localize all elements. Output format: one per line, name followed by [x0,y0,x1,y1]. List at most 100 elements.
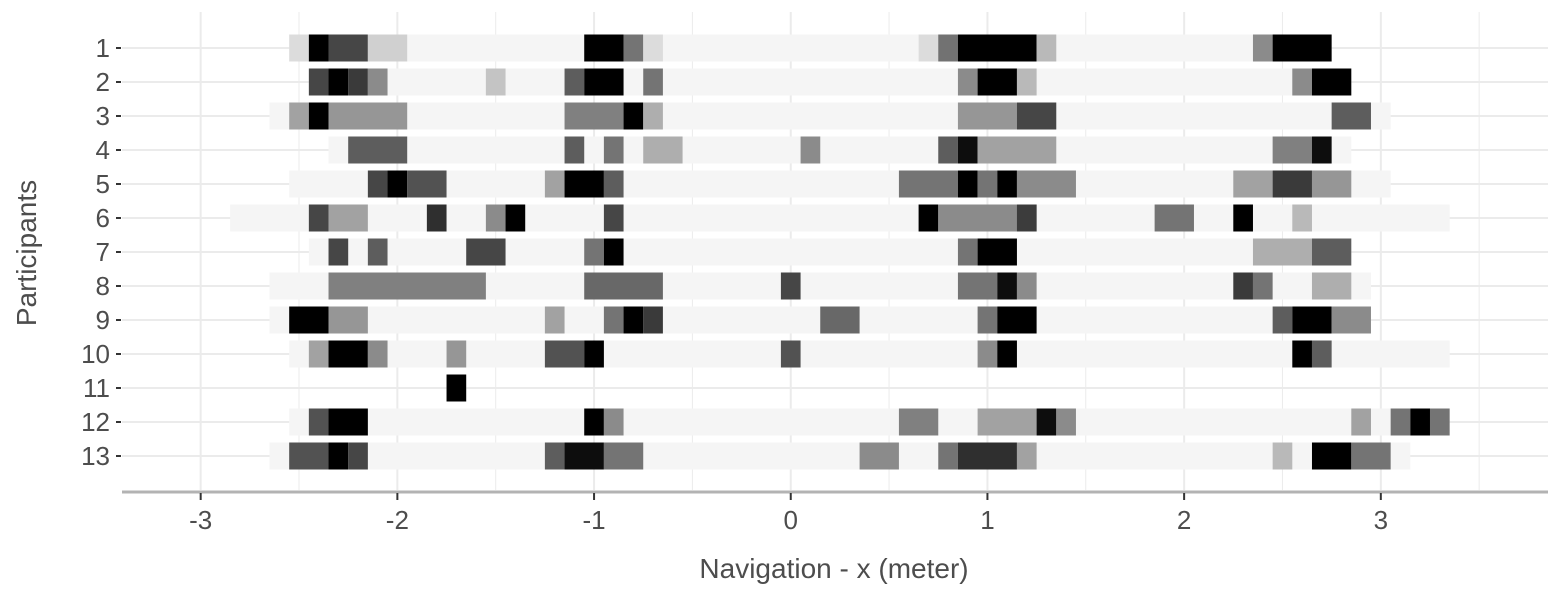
heat-cell [820,306,860,334]
heat-cell [938,442,958,470]
heat-cell [328,34,368,62]
heat-cell [957,34,1037,62]
heat-cell [584,238,604,266]
heat-cell [367,68,388,96]
heat-cell [544,340,585,368]
heat-cell [957,442,1017,470]
y-tick-label: 7 [96,237,110,267]
heat-cell [1331,306,1371,334]
heat-cell [623,306,644,334]
heat-cell [446,374,467,402]
heat-cell [584,272,663,300]
heat-cell [1036,408,1057,436]
heat-cell [328,306,368,334]
x-tick-label: -2 [386,505,409,535]
heat-cell [348,442,368,470]
participant-row-12 [289,408,1450,436]
heat-cell [584,34,624,62]
heat-cell [643,306,663,334]
heat-cell [328,238,349,266]
heat-cell [1252,238,1312,266]
heat-cell [564,442,604,470]
heat-cell [328,340,368,368]
heat-cell [407,170,447,198]
heat-cell [426,204,447,232]
heat-cell [603,238,624,266]
heat-cell [1331,102,1371,130]
participant-row-1 [289,34,1332,62]
heat-cell [1016,102,1057,130]
heat-cell [938,136,958,164]
heat-cell [544,306,565,334]
heat-cell [367,238,388,266]
heat-cell [623,34,644,62]
heat-cell [328,272,486,300]
heat-cell [348,136,408,164]
heat-cell [289,34,309,62]
row-extent-band [308,68,1352,96]
heat-cell [1292,306,1332,334]
y-tick-label: 12 [81,407,110,437]
participant-row-10 [289,340,1450,368]
heat-cell [1016,68,1037,96]
x-tick-label: 0 [784,505,798,535]
heat-cell [603,408,624,436]
row-extent-band [289,170,1391,198]
row-extent-band [269,102,1391,130]
heat-cell [328,204,368,232]
y-axis-title: Participants [11,180,42,326]
participant-row-2 [308,68,1352,96]
participant-row-6 [230,204,1450,232]
heat-cell [997,170,1017,198]
y-tick-label: 13 [81,441,110,471]
heat-cell [603,204,624,232]
heat-cell [584,340,604,368]
heat-cell [328,68,349,96]
heat-cell [1252,34,1273,62]
row-extent-band [308,238,1352,266]
heat-cell [898,170,958,198]
heat-cell [1154,204,1194,232]
participant-row-11 [446,374,467,402]
heat-cell [1311,136,1332,164]
heat-cell [308,68,329,96]
heat-cell [603,170,624,198]
heat-cell [1272,442,1293,470]
heat-cell [1311,340,1332,368]
x-tick-label: 2 [1177,505,1191,535]
heat-cell [505,204,526,232]
participant-row-4 [328,136,1352,164]
heat-cell [328,442,349,470]
heat-cell [308,408,329,436]
heat-cell [918,204,939,232]
heat-cell [1016,170,1076,198]
y-tick-label: 10 [81,339,110,369]
x-tick-label: -3 [189,505,212,535]
heat-cell [328,408,368,436]
heat-cell [898,408,939,436]
heat-cell [977,340,998,368]
heat-cell [1311,170,1352,198]
heat-cell [957,136,978,164]
heat-cell [977,306,998,334]
row-extent-band [289,340,1450,368]
heat-cell [446,340,467,368]
heat-cell [1429,408,1450,436]
heat-cell [308,102,329,130]
row-extent-band [230,204,1450,232]
heat-cell [564,68,585,96]
heat-cell [643,102,663,130]
heat-cell [1410,408,1430,436]
participant-row-13 [269,442,1411,470]
heat-cell [977,170,998,198]
y-tick-label: 11 [83,373,110,403]
x-axis-title: Navigation - x (meter) [699,553,968,584]
heat-cell [1390,408,1411,436]
heat-cell [1233,272,1253,300]
heat-cell [584,408,604,436]
y-tick-label: 1 [96,33,110,63]
heat-cell [623,102,644,130]
heat-cell [348,68,368,96]
heat-cell [289,102,309,130]
